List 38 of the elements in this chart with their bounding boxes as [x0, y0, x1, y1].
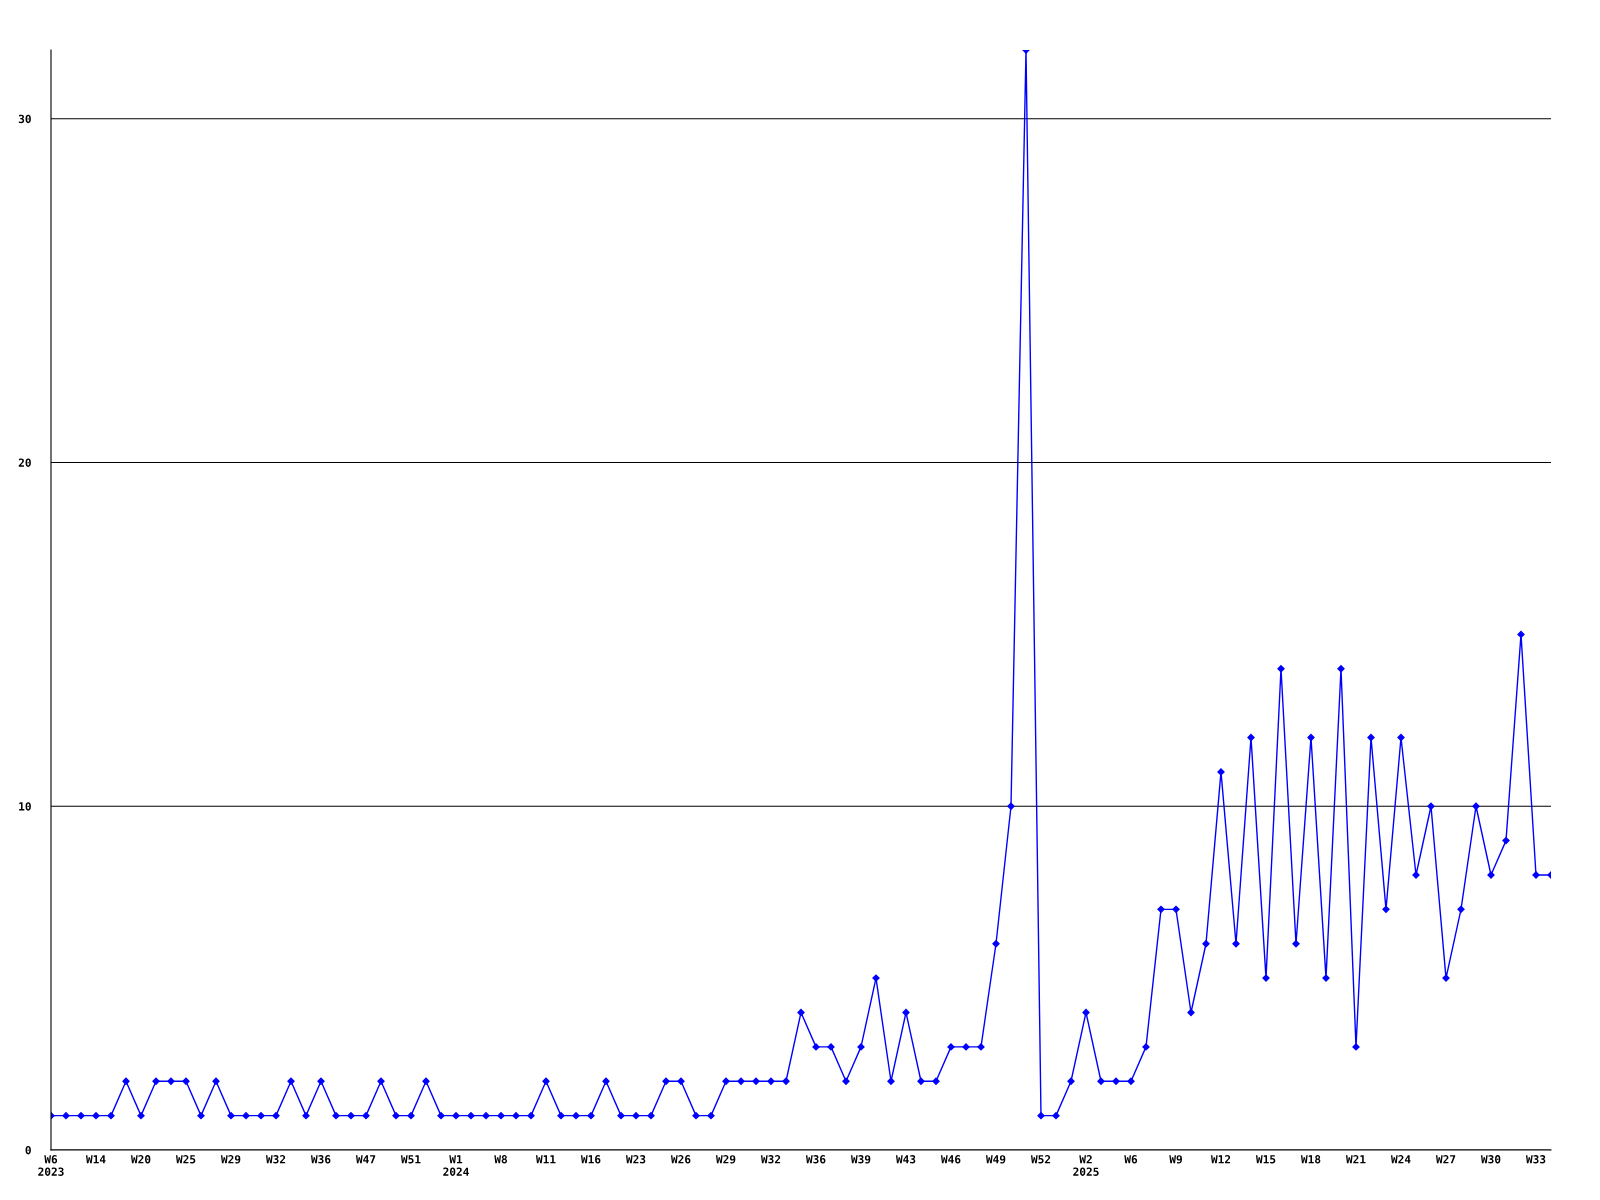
x-tick-label: W2 2025 — [1073, 1155, 1099, 1176]
x-tick-label: W52 — [1030, 1155, 1051, 1164]
y-tick-label: 0 — [25, 1145, 31, 1155]
x-tick-label: W51 — [400, 1155, 421, 1164]
y-tick-label: 10 — [19, 802, 31, 811]
x-tick-label: W47 — [355, 1155, 376, 1164]
x-tick-label: W30 — [1480, 1155, 1501, 1164]
x-tick-label: W33 — [1525, 1155, 1546, 1164]
x-tick-label: W20 — [130, 1155, 151, 1164]
x-tick-label: W32 — [265, 1155, 286, 1164]
x-tick-label: W36 — [805, 1155, 826, 1164]
x-tick-label: W14 — [85, 1155, 106, 1164]
x-tick-label: W18 — [1300, 1155, 1321, 1164]
x-tick-label: W23 — [625, 1155, 646, 1164]
x-tick-label: W12 — [1210, 1155, 1231, 1164]
x-tick-label: W16 — [580, 1155, 601, 1164]
x-tick-label: W46 — [940, 1155, 961, 1164]
x-tick-label: W29 — [220, 1155, 241, 1164]
x-tick-label: W21 — [1345, 1155, 1366, 1164]
x-tick-label: W26 — [670, 1155, 691, 1164]
y-tick-label: 30 — [18, 114, 31, 124]
x-tick-label: W6 — [1124, 1155, 1138, 1164]
x-tick-label: W25 — [175, 1155, 196, 1164]
x-tick-label: W49 — [985, 1155, 1006, 1164]
y-tick-label: 20 — [18, 458, 31, 467]
x-tick-label: W15 — [1255, 1155, 1276, 1164]
x-tick-label: W1 2024 — [443, 1155, 469, 1176]
x-tick-label: W24 — [1390, 1155, 1411, 1164]
x-tick-label: W11 — [535, 1155, 556, 1164]
x-tick-label: W27 — [1435, 1155, 1456, 1164]
x-tick-label: W39 — [850, 1155, 871, 1164]
x-tick-label: W32 — [760, 1155, 781, 1164]
x-tick-label: W36 — [310, 1155, 331, 1164]
x-tick-label: W6 2023 — [38, 1155, 64, 1176]
x-tick-label: W29 — [715, 1155, 736, 1164]
x-tick-label: W8 — [494, 1155, 507, 1164]
x-tick-label: W9 — [1169, 1155, 1182, 1164]
x-tick-label: W43 — [895, 1155, 916, 1164]
